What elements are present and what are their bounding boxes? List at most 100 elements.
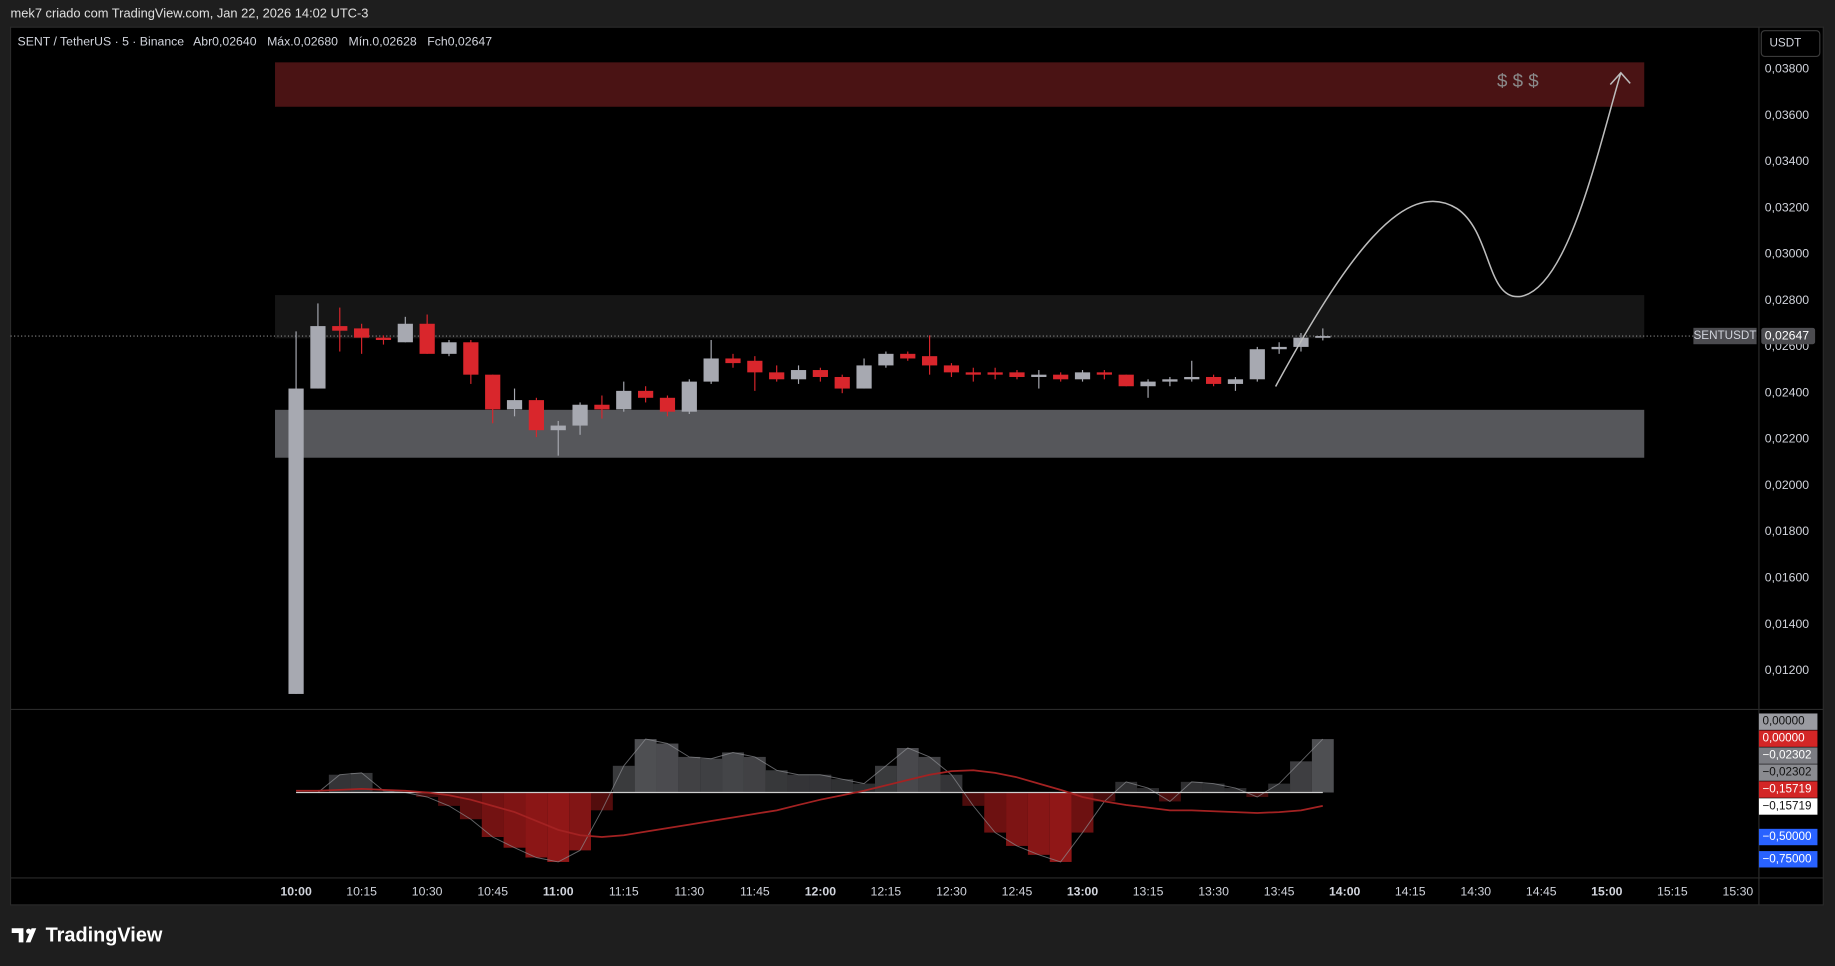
indicator-badge-label: −0,02302: [1762, 766, 1811, 779]
x-tick-label: 10:45: [477, 884, 508, 898]
candle-body: [332, 326, 348, 331]
candle-body: [1249, 349, 1265, 380]
y-tick-label: 0,01400: [1765, 617, 1810, 631]
candle-body: [354, 328, 370, 338]
candle-body: [1031, 374, 1047, 377]
candle-body: [1096, 372, 1112, 375]
histogram-bar: [503, 792, 526, 848]
candle-body: [747, 360, 763, 373]
candle-body: [1162, 379, 1178, 382]
y-tick-label: 0,02400: [1765, 385, 1810, 399]
histogram-bar: [809, 774, 832, 793]
indicator-badge: [1758, 828, 1818, 846]
x-tick-label: 13:00: [1067, 884, 1099, 898]
legend-value: Fch0,02647: [427, 35, 492, 49]
axes: 0,01200 0,01400 0,01600 0,01800 0,02000 0,022…: [280, 62, 1818, 898]
histogram-bar: [525, 792, 548, 858]
brand-text: TradingView: [46, 925, 163, 947]
candle-body: [572, 404, 588, 426]
indicator-badge: [1758, 713, 1818, 730]
projection-arrow: [1274, 71, 1631, 387]
candle-body: [900, 353, 916, 359]
histogram-bar: [984, 792, 1007, 833]
x-tick-label: 13:45: [1264, 884, 1295, 898]
histogram-bar: [459, 792, 482, 820]
candle-body: [681, 381, 697, 412]
x-tick-label: 10:00: [280, 884, 312, 898]
x-tick-label: 15:30: [1723, 884, 1754, 898]
indicator-badge-label: −0,75000: [1762, 852, 1812, 865]
candle-body: [594, 404, 610, 410]
histogram-bar: [765, 770, 788, 793]
y-tick-label: 0,02800: [1765, 293, 1810, 307]
histogram-bar: [1049, 792, 1072, 862]
histogram-outline: [296, 738, 1324, 863]
indicator-badge: [1758, 747, 1818, 764]
y-tick-label: 0,01800: [1765, 524, 1810, 538]
histogram-bar: [416, 792, 439, 797]
y-tick-label: 0,03200: [1765, 200, 1810, 214]
candle-body: [769, 372, 785, 380]
histogram-bar: [1006, 792, 1028, 846]
price-label: 0,02647: [1765, 328, 1810, 342]
x-tick-label: 12:30: [936, 884, 967, 898]
zone: [275, 409, 1645, 458]
y-tick-label: 0,02000: [1765, 478, 1810, 492]
histogram-bar: [1311, 739, 1334, 793]
x-tick-label: 11:15: [609, 884, 639, 898]
legend-value: Máx.0,02680: [267, 35, 338, 49]
candle-body: [856, 365, 872, 389]
histogram-bar: [940, 774, 963, 793]
candle-body: [659, 397, 676, 412]
candle-body: [878, 353, 894, 366]
candle-body: [485, 374, 501, 410]
candle-body: [1205, 376, 1222, 384]
legend-value: Abr0,02640: [193, 35, 257, 49]
candle-body: [310, 326, 326, 389]
indicator-badge-label: −0,02302: [1762, 749, 1811, 762]
x-tick-label: 10:30: [412, 884, 443, 898]
candle-body: [1053, 374, 1069, 380]
histogram-bar: [874, 765, 897, 793]
price-pane: 10:0010:0510:1010:1510:2010:2510:3010:35…: [10, 303, 1759, 694]
histogram-bar: [743, 756, 766, 793]
histogram-bar: [1290, 761, 1312, 793]
histogram-bar: [1115, 781, 1138, 793]
histogram-bar: [1093, 792, 1116, 802]
candle-body: [506, 400, 523, 410]
candle-body: [616, 390, 632, 410]
x-tick-label: 11:45: [740, 884, 770, 898]
histogram-bar: [678, 756, 701, 793]
indicator-badge-label: 0,00000: [1762, 715, 1805, 728]
histogram-bar: [787, 774, 810, 793]
annotation: $ $ $: [1497, 70, 1539, 91]
indicator-badge-label: −0,50000: [1762, 830, 1812, 843]
indicator-badge-label: 0,00000: [1762, 732, 1805, 745]
candle-body: [965, 372, 981, 375]
histogram-bar: [1268, 783, 1291, 793]
zone: [275, 62, 1645, 107]
candle-body: [1074, 372, 1091, 380]
x-tick-label: 11:00: [543, 884, 574, 898]
currency-label: USDT: [1769, 37, 1801, 50]
x-tick-label: 10:15: [346, 884, 377, 898]
candle-body: [1227, 379, 1244, 384]
y-tick-label: 0,02200: [1765, 432, 1810, 446]
x-tick-label: 14:00: [1329, 884, 1361, 898]
candle-body: [638, 390, 654, 398]
candle-body: [441, 342, 457, 354]
candle-body: [921, 356, 938, 366]
x-tick-label: 13:30: [1198, 884, 1229, 898]
legend-symbol: SENT / TetherUS · 5 · Binance: [18, 35, 185, 49]
indicator-badge: [1758, 764, 1818, 781]
histogram-bar: [853, 783, 875, 793]
y-tick-label: 0,03000: [1765, 247, 1810, 261]
currency-button[interactable]: [1760, 30, 1821, 58]
histogram-bar: [547, 792, 570, 862]
histogram-bar: [372, 790, 395, 793]
candle-body: [1315, 336, 1331, 338]
y-tick-label: 0,03800: [1765, 62, 1810, 76]
histogram-bar: [612, 765, 635, 793]
